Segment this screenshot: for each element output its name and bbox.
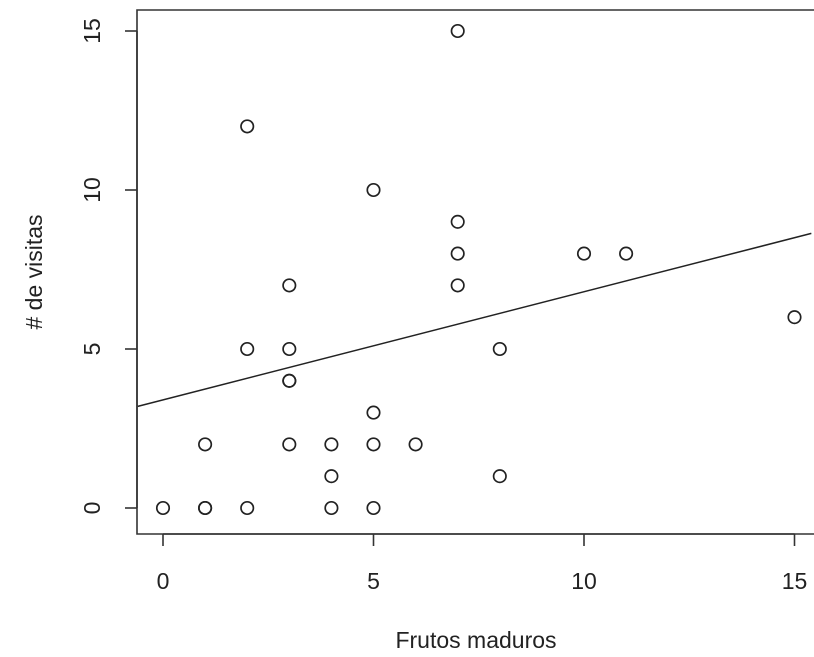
x-tick-label: 15	[782, 568, 808, 594]
data-point	[198, 437, 213, 452]
data-point	[240, 500, 255, 516]
data-point	[240, 341, 255, 357]
data-point	[366, 405, 381, 420]
x-tick-label: 0	[157, 568, 170, 594]
x-tick-label: 10	[571, 568, 597, 594]
data-point	[492, 469, 507, 484]
regression-line	[137, 232, 812, 408]
data-point	[282, 278, 297, 293]
x-axis-title: Frutos maduros	[395, 627, 556, 653]
data-point	[450, 214, 465, 229]
data-point	[408, 437, 423, 452]
data-point	[324, 500, 339, 516]
y-tick-label: 5	[79, 343, 105, 356]
y-axis: 0 5 10 15	[79, 18, 138, 515]
plot-frame	[136, 9, 814, 535]
points-layer	[155, 23, 802, 516]
y-tick-label: 15	[79, 18, 105, 44]
data-point	[324, 437, 339, 452]
data-point	[366, 500, 381, 516]
data-point	[282, 373, 297, 388]
data-point	[787, 310, 802, 325]
data-point	[198, 500, 213, 516]
data-point	[282, 341, 297, 357]
data-point	[450, 246, 465, 261]
trend-layer	[137, 232, 812, 408]
data-point	[366, 182, 381, 198]
x-tick-label: 5	[367, 568, 380, 594]
y-axis-title: # de visitas	[21, 214, 47, 329]
data-point	[619, 246, 634, 261]
data-point	[366, 437, 381, 452]
x-axis: 0 5 10 15	[157, 533, 808, 594]
data-point	[282, 437, 297, 452]
data-point	[155, 500, 171, 516]
data-point	[450, 278, 465, 293]
data-point	[450, 23, 465, 39]
data-point	[324, 469, 339, 484]
plot-area	[136, 9, 814, 535]
data-point	[576, 246, 592, 261]
data-point	[492, 341, 507, 357]
data-point	[240, 119, 255, 134]
y-tick-label: 0	[79, 502, 105, 515]
y-tick-label: 10	[79, 177, 105, 203]
